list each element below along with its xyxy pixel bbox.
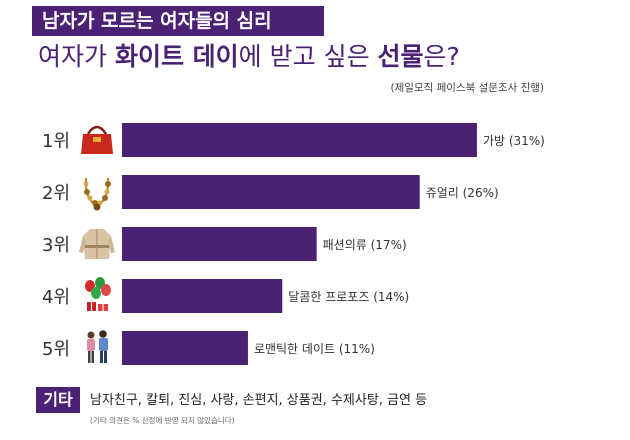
- rank-label-4: 4위: [42, 287, 70, 308]
- coat-icon: [79, 229, 115, 259]
- value-label-5: 로맨틱한 데이트 (11%): [254, 342, 375, 356]
- rank-label-2: 2위: [42, 183, 70, 204]
- rank-label-5: 5위: [42, 339, 70, 360]
- bar-5: [122, 331, 248, 365]
- value-label-1: 가방 (31%): [483, 134, 545, 148]
- value-label-4: 달콤한 프로포즈 (14%): [288, 290, 409, 304]
- necklace-icon: [83, 177, 111, 211]
- bar-4: [122, 279, 283, 313]
- page-title: 여자가 화이트 데이에 받고 싶은 선물은?: [38, 40, 558, 74]
- etc-items: 남자친구, 칼퇴, 진심, 사랑, 손편지, 상품권, 수제사탕, 금연 등: [90, 393, 428, 408]
- bar-3: [122, 227, 317, 261]
- couple-icon: [87, 330, 108, 363]
- etc-badge: 기타: [36, 387, 80, 413]
- title-part-3: 에 받고 싶은: [238, 42, 378, 71]
- title-part-1: 여자가: [38, 42, 115, 71]
- rank-label-3: 3위: [42, 235, 70, 256]
- title-highlight-whiteday: 화이트 데이: [114, 42, 239, 71]
- rank-label-1: 1위: [42, 131, 70, 152]
- title-part-5: 은?: [423, 42, 460, 71]
- etc-note: (기타 의견은 % 산정에 반영 되지 않았습니다): [90, 416, 235, 425]
- value-label-2: 쥬얼리 (26%): [426, 186, 499, 200]
- survey-source: (제일모직 페이스북 설문조사 진행): [390, 82, 544, 94]
- header-label: 남자가 모르는 여자들의 심리: [32, 6, 324, 36]
- bar-1: [122, 123, 477, 157]
- balloons-gifts-icon: [85, 277, 111, 311]
- bar-2: [122, 175, 420, 209]
- title-highlight-gift: 선물: [377, 42, 424, 71]
- handbag-icon: [81, 125, 113, 154]
- value-label-3: 패션의류 (17%): [323, 238, 407, 252]
